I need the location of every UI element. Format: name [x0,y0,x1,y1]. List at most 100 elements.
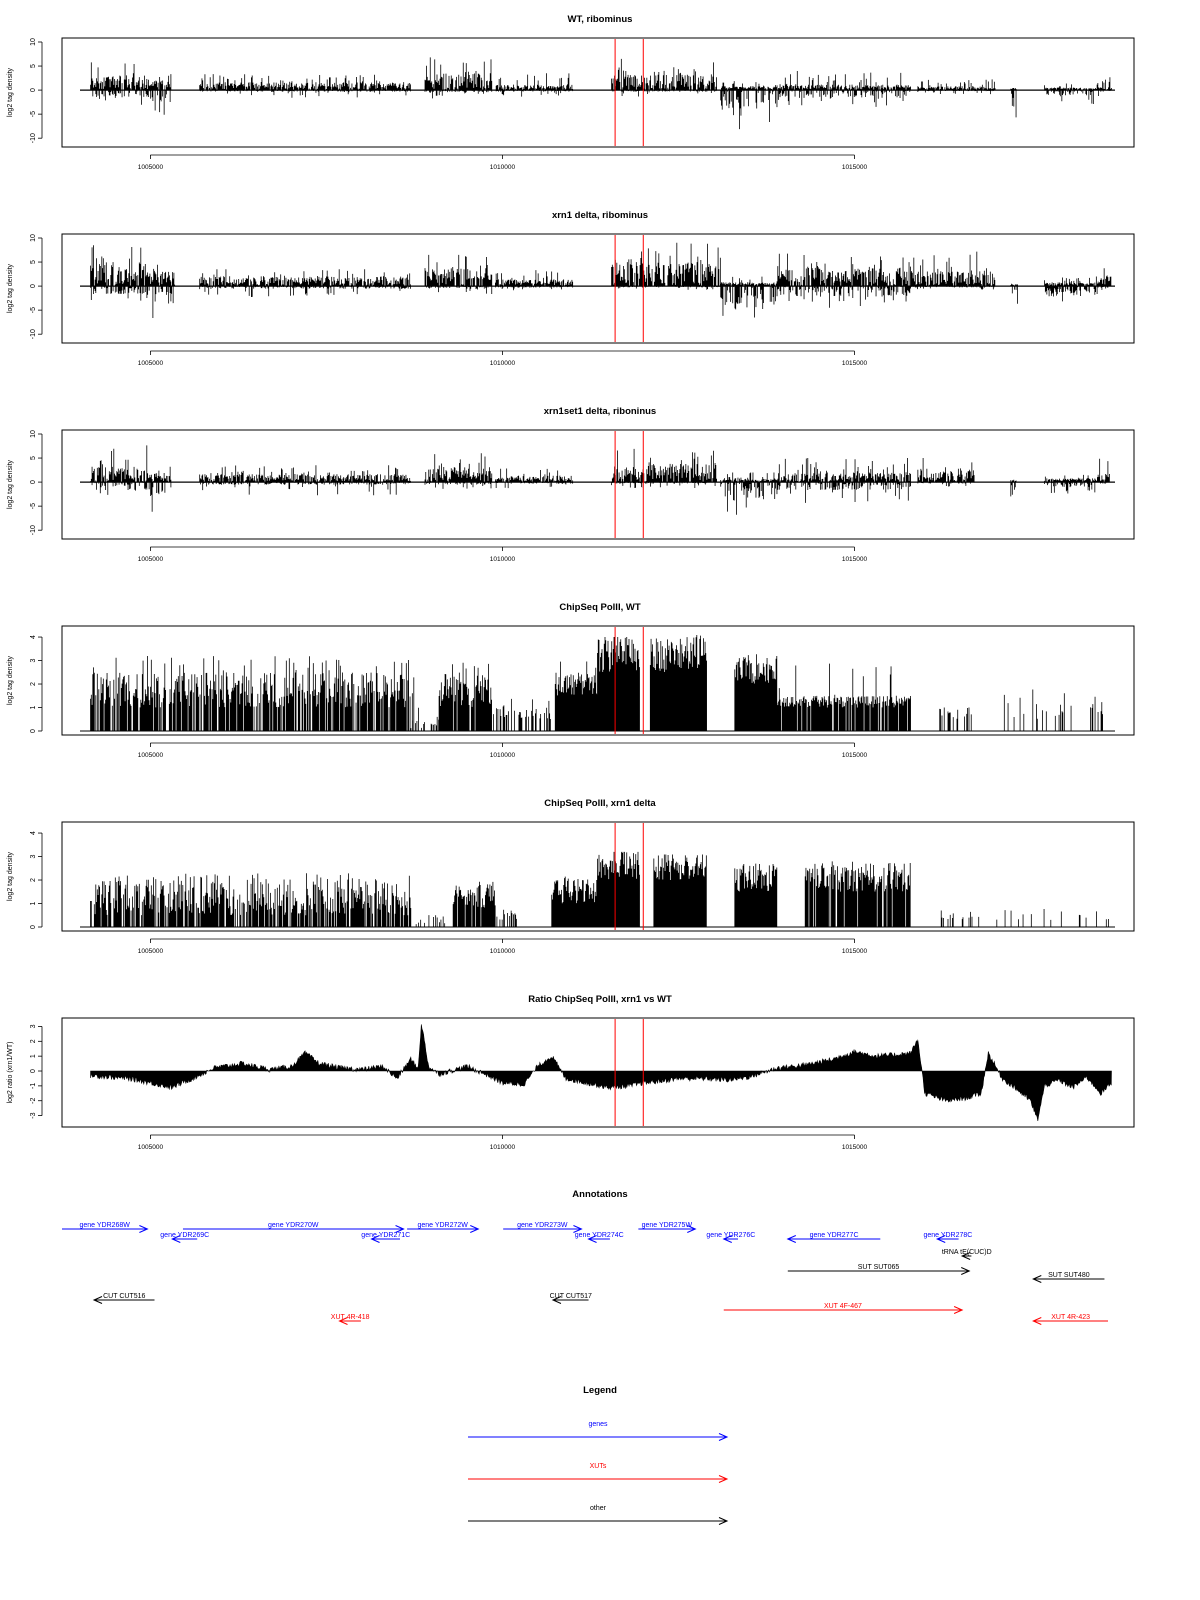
x-tick-label: 1010000 [490,164,516,171]
plot-frame [61,429,1135,540]
y-tick-label: 4 [30,831,37,835]
feature-gene: gene YDR269C [160,1232,209,1243]
x-tick-label: 1010000 [490,360,516,367]
y-tick-label: 4 [30,635,37,639]
x-tick-label: 1010000 [490,556,516,563]
panel-4: ChipSeq PolII, WT 0 1 2 3 4 log2 tag density 10… [7,602,1135,759]
feature-gene: gene YDR277C [786,1232,881,1243]
data-series [80,851,1115,928]
feature-label: gene YDR268W [79,1222,130,1229]
feature-gene: gene YDR272W [407,1222,480,1233]
plot-frame [61,1017,1135,1128]
feature-arrow [407,1225,480,1233]
feature-arrow [338,1317,361,1325]
y-tick-label: 0 [30,88,37,92]
feature-gene: gene YDR270W [182,1222,405,1233]
feature-label: CUT CUT516 [103,1293,145,1300]
legend-item-xut: XUTs [468,1463,729,1483]
feature-gene: gene YDR274C [575,1232,624,1243]
feature-arrow [370,1235,400,1243]
feature-other: CUT CUT517 [550,1293,592,1304]
y-tick-label: 0 [30,925,37,929]
feature-label: XUT 4F-467 [824,1303,862,1310]
signal-bars [90,242,1112,319]
y-tick-label: 0 [30,480,37,484]
y-tick-label: 1 [30,705,37,709]
feature-arrow [1032,1317,1108,1325]
panel-6: Ratio ChipSeq PolII, xrn1 vs WT -3 -2 -1 0 1 2… [7,994,1135,1151]
legend-label: genes [588,1421,608,1428]
panel-title: xrn1set1 delta, riboninus [544,406,656,417]
data-series [90,1024,1112,1122]
x-tick-label: 1015000 [842,752,868,759]
legend-label: XUTs [590,1463,607,1470]
legend-title: Legend [583,1385,617,1396]
y-tick-label: 2 [30,878,37,882]
y-axis-label: log2 tag density [7,655,14,705]
y-tick-label: 3 [30,1024,37,1028]
y-tick-label: -5 [30,111,37,117]
x-tick-label: 1005000 [138,556,164,563]
y-tick-label: -2 [30,1098,37,1104]
feature-other: SUT SUT480 [1032,1272,1105,1283]
legend-arrow [468,1517,729,1525]
plot-frame [61,37,1135,148]
x-tick-label: 1010000 [490,948,516,955]
legend-item-other: other [468,1505,729,1525]
feature-label: gene YDR271C [361,1232,410,1239]
feature-label: XUT 4R-418 [331,1314,370,1321]
legend-label: other [590,1505,607,1512]
panel-title: ChipSeq PolII, xrn1 delta [544,798,656,809]
feature-arrow [786,1235,881,1243]
panel-5: ChipSeq PolII, xrn1 delta 0 1 2 3 4 log2 tag d… [7,798,1135,955]
panel-title: WT, ribominus [568,14,633,25]
feature-other: SUT SUT065 [787,1264,971,1275]
y-tick-label: 3 [30,658,37,662]
x-tick-label: 1015000 [842,948,868,955]
y-axis-label: log2 tag density [7,67,14,117]
feature-arrow [182,1225,405,1233]
panel-title: Ratio ChipSeq PolII, xrn1 vs WT [528,994,672,1005]
feature-arrow [723,1306,964,1314]
data-series [80,445,1115,515]
panel-2: xrn1 delta, ribominus -10 -5 0 5 10 log2 tag d… [7,210,1135,367]
feature-arrow [62,1225,149,1233]
x-tick-label: 1005000 [138,360,164,367]
feature-label: CUT CUT517 [550,1293,592,1300]
x-tick-label: 1015000 [842,556,868,563]
feature-label: gene YDR270W [268,1222,319,1229]
feature-label: gene YDR276C [706,1232,755,1239]
legend-item-gene: genes [468,1421,729,1441]
signal-bars [90,635,1103,731]
panel-3: xrn1set1 delta, riboninus -10 -5 0 5 10 log2 t… [7,406,1135,563]
feature-gene: gene YDR268W [62,1222,149,1233]
feature-other: CUT CUT516 [92,1293,155,1304]
feature-arrow [503,1225,583,1233]
legend-arrow [468,1433,729,1441]
feature-gene: gene YDR275W [638,1222,697,1233]
feature-arrow [638,1225,697,1233]
feature-label: SUT SUT480 [1048,1272,1090,1279]
feature-gene: gene YDR276C [706,1232,755,1243]
feature-xut: XUT 4R-418 [331,1314,370,1325]
y-tick-label: -1 [30,1083,37,1089]
feature-gene: gene YDR278C [923,1232,972,1243]
feature-arrow [587,1235,610,1243]
y-axis-label: log2 tag density [7,459,14,509]
y-tick-label: -5 [30,307,37,313]
y-tick-label: -10 [30,329,37,339]
feature-label: gene YDR275W [642,1222,693,1229]
y-tick-label: 0 [30,729,37,733]
data-series [80,57,1115,130]
y-tick-label: 0 [30,1069,37,1073]
y-axis-label: log2 tag density [7,263,14,313]
feature-arrow [171,1235,198,1243]
plot-frame [61,821,1135,932]
signal-bars [90,851,1109,927]
y-tick-label: -3 [30,1112,37,1118]
x-tick-label: 1015000 [842,164,868,171]
x-tick-label: 1005000 [138,164,164,171]
y-tick-label: 1 [30,1054,37,1058]
feature-xut: XUT 4R-423 [1032,1314,1108,1325]
